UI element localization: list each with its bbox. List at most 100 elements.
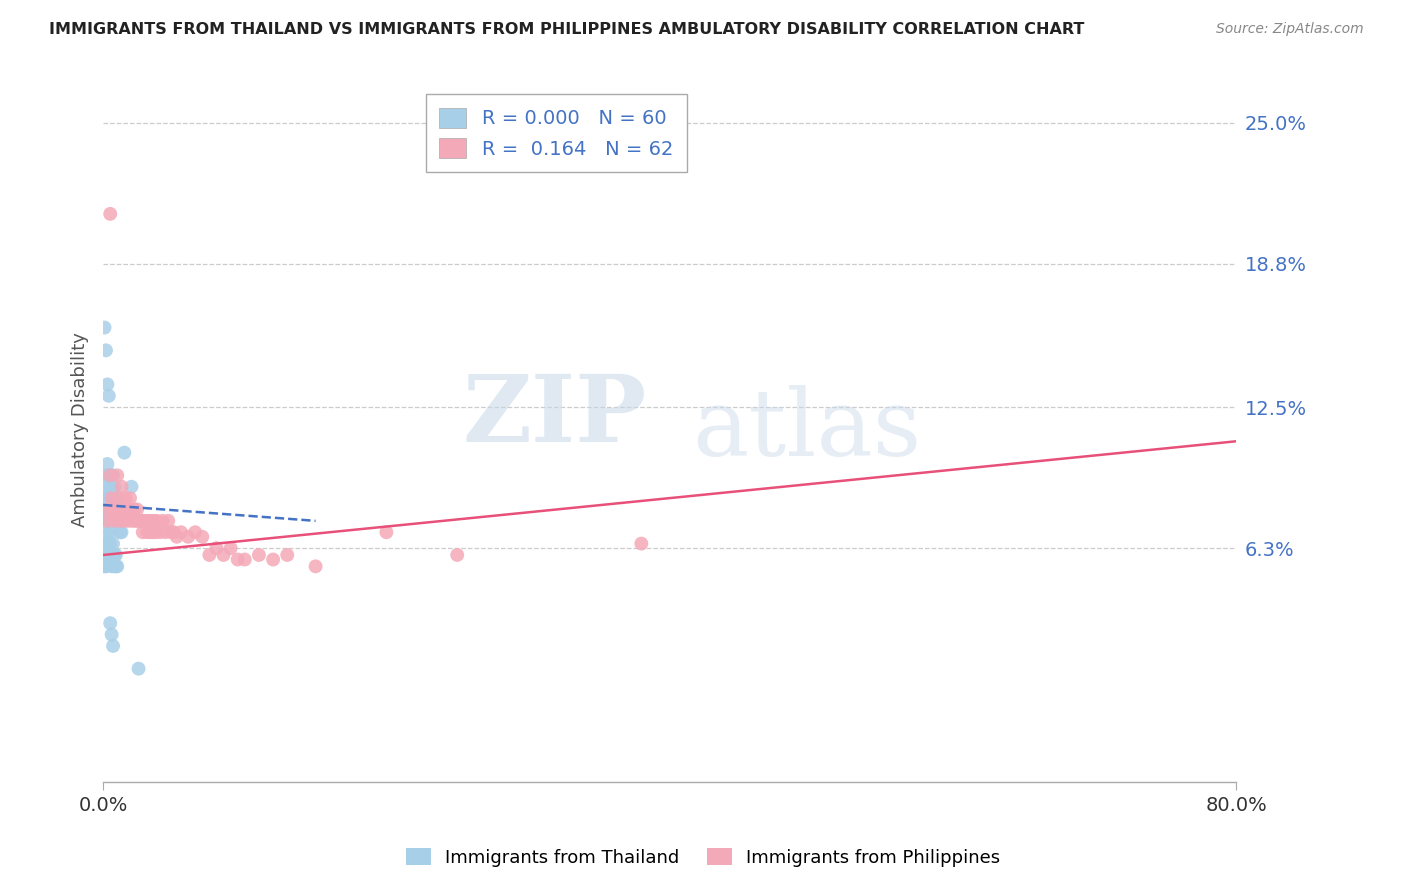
Point (115, 502, 138, 516)
Point (177, 530, 200, 544)
Point (98, 468, 121, 483)
Point (105, 502, 128, 516)
Point (226, 552, 249, 566)
Point (143, 514, 166, 528)
Point (145, 525, 167, 540)
Point (128, 662, 150, 676)
Point (107, 491, 129, 505)
Point (105, 559, 128, 574)
Point (96, 536, 118, 550)
Point (105, 514, 128, 528)
Point (100, 559, 122, 574)
Legend: Immigrants from Thailand, Immigrants from Philippines: Immigrants from Thailand, Immigrants fro… (398, 841, 1008, 874)
Point (96, 514, 118, 528)
Point (129, 514, 152, 528)
Point (98, 502, 121, 516)
Point (101, 536, 124, 550)
Point (117, 514, 139, 528)
Point (97, 514, 120, 528)
Point (135, 514, 157, 528)
Point (128, 514, 150, 528)
Point (101, 502, 124, 516)
Point (630, 536, 652, 550)
Point (100, 514, 122, 528)
Point (103, 514, 125, 528)
Point (139, 525, 162, 540)
Point (127, 502, 149, 516)
Point (108, 525, 131, 540)
Point (125, 514, 148, 528)
Legend: R = 0.000   N = 60, R =  0.164   N = 62: R = 0.000 N = 60, R = 0.164 N = 62 (426, 95, 688, 172)
Point (100, 468, 122, 483)
Point (101, 639, 124, 653)
Point (120, 480, 142, 494)
Text: atlas: atlas (692, 385, 921, 475)
Point (155, 525, 177, 540)
Point (233, 552, 256, 566)
Point (97, 502, 120, 516)
Point (141, 514, 163, 528)
Point (93, 502, 115, 516)
Point (96, 525, 118, 540)
Point (100, 548, 122, 562)
Point (104, 514, 127, 528)
Point (111, 502, 134, 516)
Point (96, 491, 118, 505)
Point (146, 514, 169, 528)
Point (98, 207, 121, 221)
Text: IMMIGRANTS FROM THAILAND VS IMMIGRANTS FROM PHILIPPINES AMBULATORY DISABILITY CO: IMMIGRANTS FROM THAILAND VS IMMIGRANTS F… (49, 22, 1084, 37)
Point (103, 559, 125, 574)
Point (166, 530, 188, 544)
Point (122, 514, 145, 528)
Y-axis label: Ambulatory Disability: Ambulatory Disability (72, 333, 89, 527)
Point (108, 514, 131, 528)
Point (94, 480, 117, 494)
Point (97, 389, 120, 403)
Point (100, 627, 122, 641)
Point (170, 525, 193, 540)
Point (98, 536, 121, 550)
Point (142, 525, 165, 540)
Point (136, 525, 159, 540)
Point (93, 548, 115, 562)
Point (118, 491, 141, 505)
Point (94, 343, 117, 358)
Point (105, 468, 128, 483)
Point (96, 457, 118, 471)
Point (101, 514, 124, 528)
Point (446, 548, 468, 562)
Point (105, 502, 128, 516)
Point (103, 502, 125, 516)
Point (94, 468, 117, 483)
Point (262, 552, 284, 566)
Point (110, 480, 132, 494)
Point (101, 491, 124, 505)
Point (276, 548, 298, 562)
Point (132, 525, 155, 540)
Point (375, 525, 398, 540)
Point (98, 548, 121, 562)
Point (96, 377, 118, 392)
Point (97, 468, 120, 483)
Point (304, 559, 326, 574)
Point (98, 616, 121, 631)
Point (114, 491, 136, 505)
Point (103, 548, 125, 562)
Point (93, 559, 115, 574)
Point (104, 559, 127, 574)
Point (134, 514, 156, 528)
Point (131, 514, 153, 528)
Point (96, 502, 118, 516)
Point (212, 548, 235, 562)
Point (247, 548, 270, 562)
Point (101, 468, 124, 483)
Text: Source: ZipAtlas.com: Source: ZipAtlas.com (1216, 22, 1364, 37)
Point (97, 536, 120, 550)
Point (219, 541, 242, 556)
Point (152, 514, 174, 528)
Point (94, 514, 117, 528)
Point (112, 445, 135, 459)
Point (138, 514, 160, 528)
Point (93, 491, 115, 505)
Point (98, 480, 121, 494)
